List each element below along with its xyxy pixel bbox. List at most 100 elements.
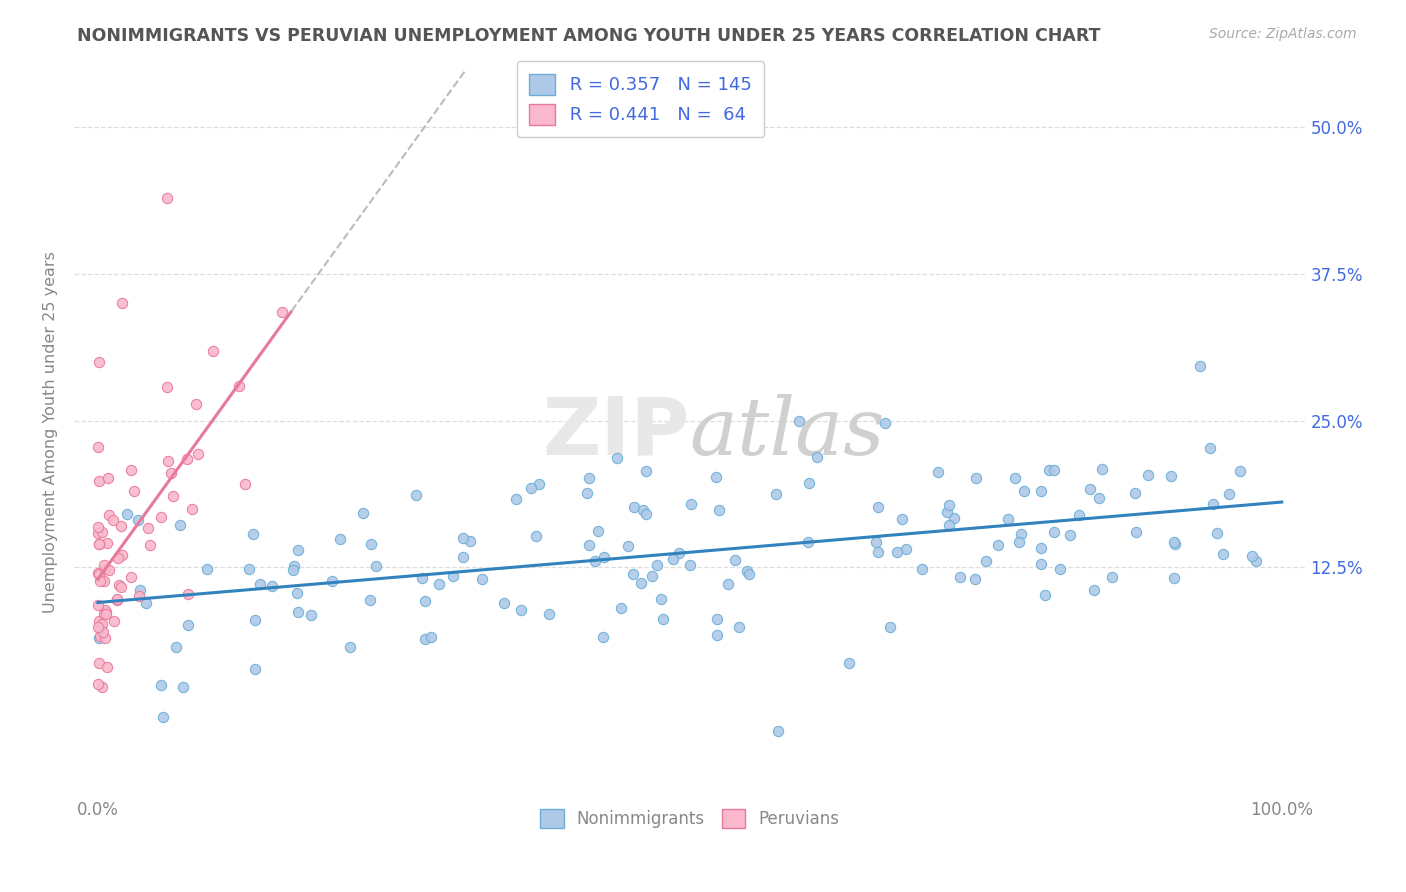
Point	[281, 563, 304, 577]
Point	[943, 510, 966, 524]
Point	[233, 477, 256, 491]
Point	[287, 605, 309, 619]
Point	[180, 502, 202, 516]
Point	[93, 625, 115, 640]
Point	[135, 596, 157, 610]
Point	[768, 724, 790, 739]
Point	[243, 613, 266, 627]
Point	[578, 471, 600, 485]
Point	[806, 450, 828, 464]
Point	[1198, 441, 1220, 455]
Point	[634, 465, 657, 479]
Point	[176, 452, 198, 467]
Point	[458, 533, 481, 548]
Point	[630, 575, 652, 590]
Point	[156, 380, 179, 394]
Point	[707, 503, 730, 517]
Point	[873, 416, 896, 430]
Point	[1241, 549, 1264, 563]
Point	[583, 554, 606, 568]
Point	[949, 570, 972, 584]
Point	[704, 470, 727, 484]
Point	[87, 475, 110, 489]
Point	[270, 305, 292, 319]
Point	[202, 343, 225, 358]
Point	[87, 677, 110, 691]
Point	[97, 563, 120, 577]
Point	[352, 506, 374, 520]
Point	[91, 524, 114, 539]
Point	[105, 591, 128, 606]
Point	[1218, 486, 1240, 500]
Point	[139, 538, 162, 552]
Point	[838, 656, 860, 670]
Point	[453, 550, 475, 565]
Point	[427, 577, 450, 591]
Point	[623, 500, 645, 515]
Point	[1189, 359, 1212, 374]
Point	[494, 597, 516, 611]
Point	[96, 660, 118, 674]
Point	[287, 542, 309, 557]
Point	[149, 678, 172, 692]
Point	[285, 586, 308, 600]
Point	[724, 553, 747, 567]
Point	[717, 577, 740, 591]
Point	[668, 546, 690, 560]
Point	[120, 570, 142, 584]
Point	[866, 500, 889, 515]
Point	[165, 640, 187, 654]
Point	[187, 447, 209, 461]
Point	[93, 607, 115, 621]
Text: ZIP: ZIP	[543, 393, 690, 471]
Point	[89, 631, 111, 645]
Point	[160, 466, 183, 480]
Point	[927, 465, 949, 479]
Point	[765, 486, 787, 500]
Point	[1038, 463, 1060, 477]
Text: Source: ZipAtlas.com: Source: ZipAtlas.com	[1209, 27, 1357, 41]
Point	[89, 614, 111, 628]
Point	[89, 355, 111, 369]
Point	[128, 583, 150, 598]
Point	[606, 450, 628, 465]
Point	[443, 569, 465, 583]
Point	[94, 603, 117, 617]
Point	[366, 559, 388, 574]
Point	[186, 397, 208, 411]
Point	[681, 497, 703, 511]
Point	[1031, 484, 1053, 499]
Point	[90, 617, 112, 632]
Point	[1043, 524, 1066, 539]
Point	[413, 632, 436, 646]
Point	[89, 574, 111, 589]
Text: NONIMMIGRANTS VS PERUVIAN UNEMPLOYMENT AMONG YOUTH UNDER 25 YEARS CORRELATION CH: NONIMMIGRANTS VS PERUVIAN UNEMPLOYMENT A…	[77, 27, 1101, 45]
Point	[152, 710, 174, 724]
Point	[592, 630, 614, 644]
Point	[1067, 508, 1090, 522]
Point	[727, 620, 749, 634]
Point	[89, 629, 111, 643]
Point	[94, 607, 117, 621]
Point	[987, 538, 1010, 552]
Point	[965, 471, 987, 485]
Point	[706, 628, 728, 642]
Point	[87, 536, 110, 550]
Point	[868, 545, 890, 559]
Point	[1137, 468, 1160, 483]
Point	[1012, 483, 1035, 498]
Point	[87, 525, 110, 540]
Point	[1049, 562, 1071, 576]
Point	[238, 562, 260, 576]
Point	[136, 521, 159, 535]
Point	[87, 520, 110, 534]
Point	[87, 440, 110, 454]
Point	[621, 567, 644, 582]
Point	[1004, 471, 1026, 485]
Point	[128, 589, 150, 603]
Point	[609, 601, 631, 615]
Point	[122, 483, 145, 498]
Point	[94, 562, 117, 576]
Point	[527, 476, 550, 491]
Point	[537, 607, 560, 621]
